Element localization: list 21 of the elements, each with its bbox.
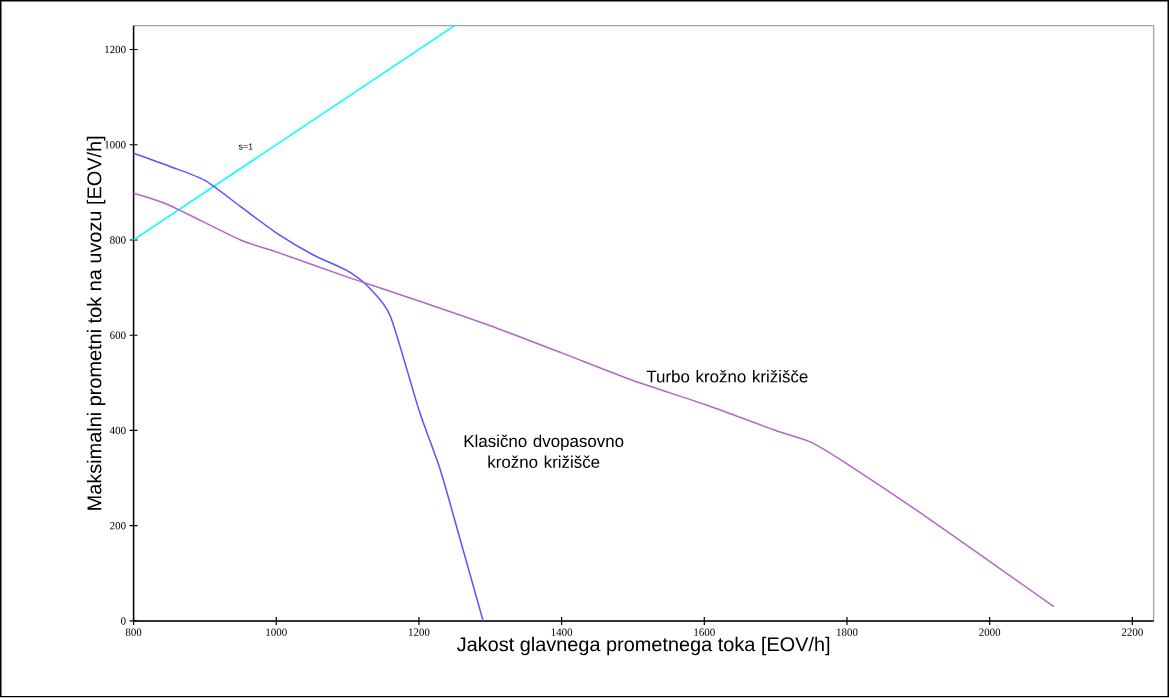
y-axis-title: Maksimalni prometni tok na uvozu [EOV/h] xyxy=(86,136,106,510)
x-tick-label: 2200 xyxy=(1121,628,1143,637)
y-tick-label: 600 xyxy=(110,331,126,340)
y-tick-label: 1200 xyxy=(105,46,126,54)
y-tick-label: 800 xyxy=(110,236,126,244)
y-tick-label: 400 xyxy=(109,426,126,435)
x-tick-label: 1800 xyxy=(837,628,858,637)
x-tick-label: 1200 xyxy=(408,628,430,637)
y-tick-label: 0 xyxy=(121,617,126,625)
y-tick-label: 1000 xyxy=(105,141,126,149)
x-tick-label: 1400 xyxy=(551,628,573,637)
x-tick-label: 800 xyxy=(125,628,142,637)
series-label: s=1 xyxy=(238,143,253,150)
series-label: Klasično dvopasovno krožno križišče xyxy=(464,434,624,469)
x-tick-label: 1600 xyxy=(694,628,715,637)
series-label: Turbo krožno križišče xyxy=(646,370,808,383)
line-series xyxy=(132,192,1055,608)
x-tick-label: 1000 xyxy=(266,628,287,637)
x-tick-label: 2000 xyxy=(979,628,1001,637)
x-axis-title: Jakost glavnega prometnega toka [EOV/h] xyxy=(457,636,830,656)
y-tick-label: 200 xyxy=(110,522,126,530)
